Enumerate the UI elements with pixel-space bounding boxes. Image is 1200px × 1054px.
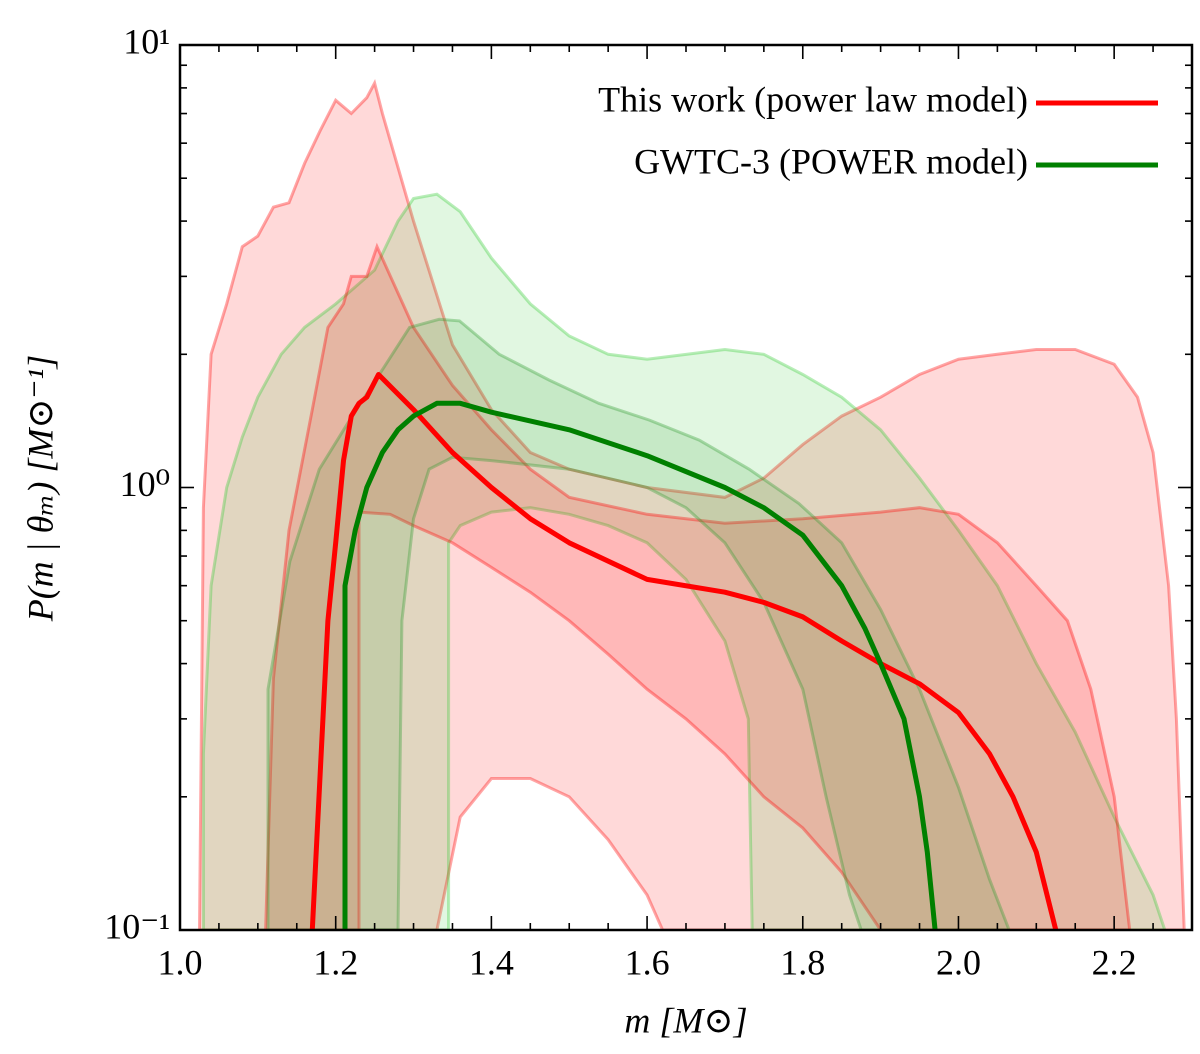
x-axis-label: m [M⊙]: [624, 1000, 747, 1040]
x-tick-label: 2.0: [936, 942, 981, 982]
plot-area: [197, 78, 1186, 930]
legend-label: GWTC-3 (POWER model): [634, 141, 1028, 181]
median-line: [342, 400, 938, 930]
y-axis-label: P(m | θₘ) [M⊙⁻¹]: [20, 355, 60, 623]
credible-band: [197, 78, 1186, 930]
y-tick-label: 10⁰: [120, 464, 170, 504]
y-tick-label: 10⁻¹: [104, 906, 170, 946]
credible-band: [266, 317, 1011, 930]
x-tick-label: 1.0: [158, 942, 203, 982]
x-tick-label: 1.8: [780, 942, 825, 982]
x-tick-label: 1.2: [313, 942, 358, 982]
x-tick-label: 1.4: [469, 942, 514, 982]
y-tick-label: 10¹: [123, 21, 170, 61]
credible-band: [201, 192, 1167, 930]
x-tick-label: 1.6: [625, 942, 670, 982]
x-tick-label: 2.2: [1092, 942, 1137, 982]
median-line: [309, 372, 1059, 930]
legend-label: This work (power law model): [598, 79, 1028, 119]
